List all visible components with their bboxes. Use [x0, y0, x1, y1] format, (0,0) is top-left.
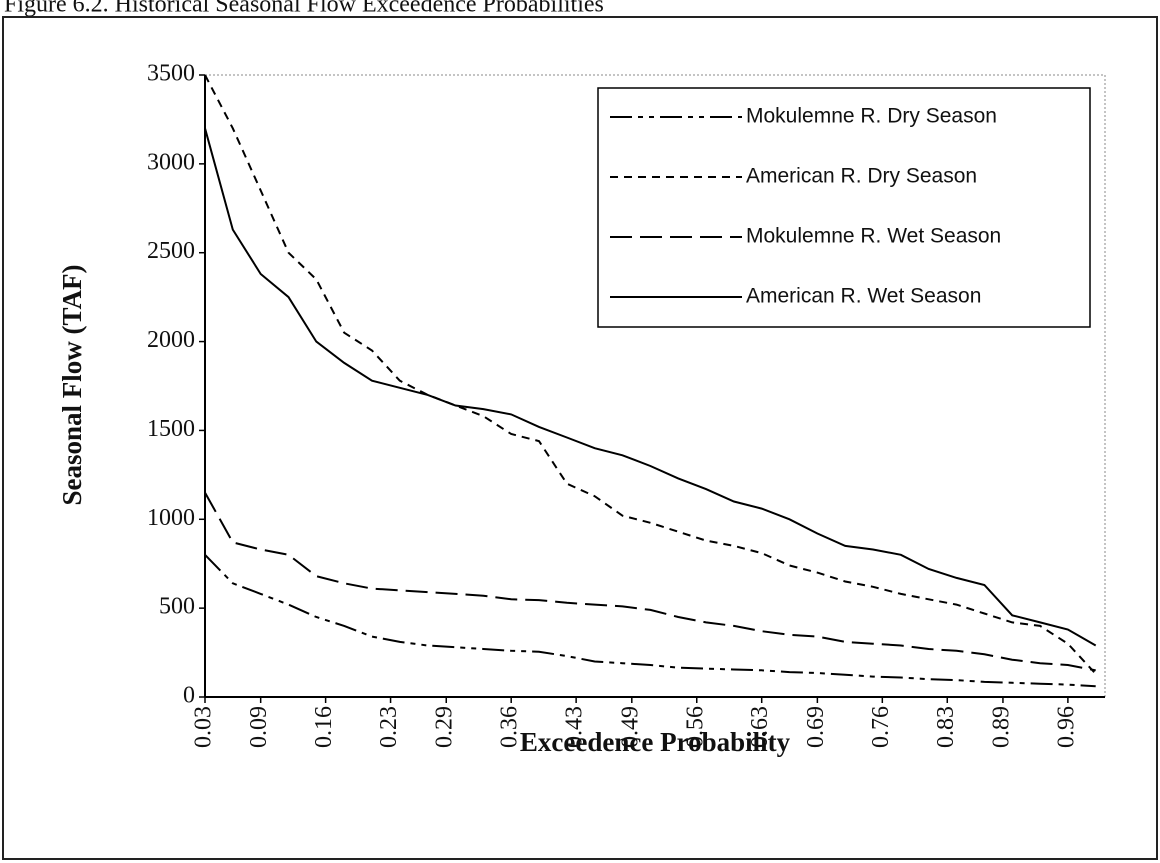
x-tick-label: 0.09	[246, 706, 272, 748]
series-line	[204, 74, 1097, 675]
legend-label: American R. Wet Season	[746, 285, 981, 308]
y-tick-label: 2000	[147, 327, 195, 353]
y-tick-label: 0	[183, 683, 195, 709]
x-tick-label: 0.89	[988, 706, 1014, 748]
legend	[597, 87, 1091, 328]
chart-title: Figure 6.2. Historical Seasonal Flow Exc…	[4, 0, 604, 18]
series-line	[204, 128, 1097, 647]
frame	[2, 16, 1158, 860]
y-tick-label: 2500	[147, 238, 195, 264]
series-line	[204, 554, 1096, 688]
y-tick-label: 1000	[147, 505, 195, 531]
x-tick-label: 0.23	[376, 706, 402, 748]
x-tick-label: 0.49	[617, 706, 643, 748]
x-tick-label: 0.43	[562, 706, 588, 748]
x-tick-label: 0.63	[747, 706, 773, 748]
legend-label: American R. Dry Season	[746, 165, 977, 188]
x-tick-label: 0.36	[497, 706, 523, 748]
y-tick-label: 3000	[147, 149, 195, 175]
y-tick-label: 1500	[147, 416, 195, 442]
x-tick-label: 0.69	[803, 706, 829, 748]
series-line	[204, 492, 1096, 672]
x-tick-label: 0.56	[682, 706, 708, 748]
y-axis-title: Seasonal Flow (TAF)	[57, 265, 87, 506]
x-tick-label: 0.03	[191, 706, 217, 748]
y-tick-label: 500	[159, 594, 195, 620]
y-tick-label: 3500	[147, 61, 195, 87]
x-tick-label: 0.96	[1053, 706, 1079, 748]
x-tick-label: 0.16	[311, 706, 337, 748]
x-tick-label: 0.29	[432, 706, 458, 748]
x-tick-label: 0.83	[933, 706, 959, 748]
x-axis-title: Exceedence Probability	[520, 727, 791, 757]
x-tick-label: 0.76	[868, 706, 894, 748]
legend-label: Mokulemne R. Wet Season	[746, 225, 1001, 248]
legend-label: Mokulemne R. Dry Season	[746, 105, 997, 128]
